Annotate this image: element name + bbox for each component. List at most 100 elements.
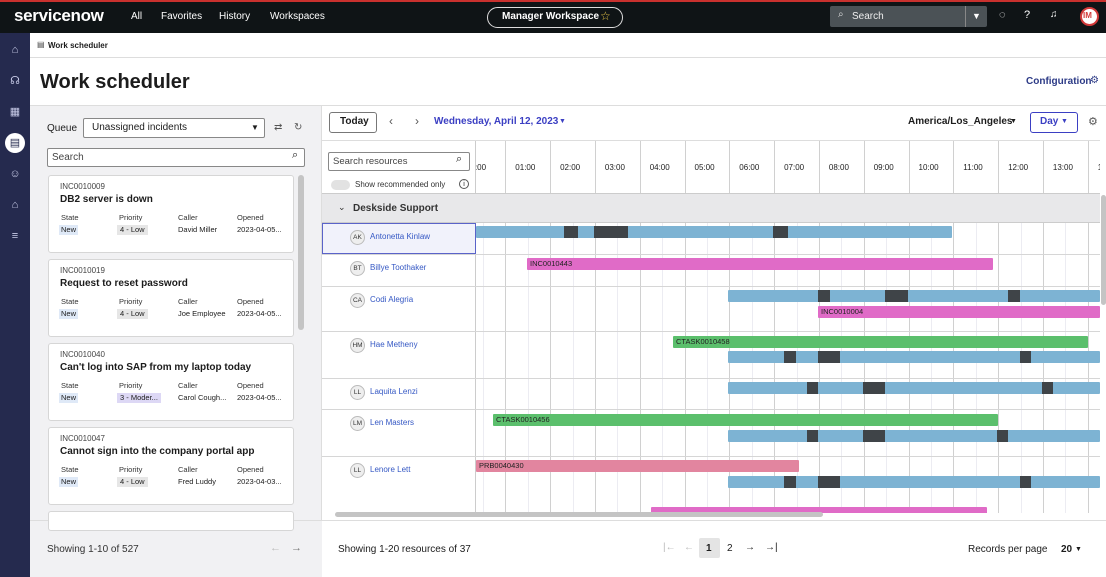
incident-card[interactable] — [48, 511, 294, 531]
view-button[interactable] — [1030, 112, 1078, 133]
date-picker[interactable]: Wednesday, April 12, 2023 — [434, 116, 559, 127]
current-page[interactable] — [699, 538, 720, 558]
busy-block — [818, 351, 840, 363]
incident-card[interactable]: INC0010009 DB2 server is down State New Prio… — [48, 175, 294, 253]
global-search[interactable] — [830, 6, 987, 27]
hour-label: 12:00 — [1008, 163, 1029, 172]
search-dropdown[interactable]: ▼ — [965, 6, 987, 27]
nav-item[interactable]: All — [131, 11, 143, 22]
incident-card[interactable]: INC0010040 Can't log into SAP from my lap… — [48, 343, 294, 421]
help-icon[interactable]: ? — [1024, 9, 1031, 21]
rail-icon[interactable]: ☊ — [10, 75, 20, 87]
field-label: Opened — [237, 297, 264, 306]
refresh-icon[interactable]: ↻ — [294, 122, 303, 133]
half-hour-line — [662, 194, 664, 513]
resource-name[interactable]: Codi Alegria — [370, 295, 414, 304]
prev-arrow[interactable]: ← — [270, 542, 281, 554]
bell-icon[interactable]: ♫ — [1050, 9, 1058, 20]
logo[interactable]: servicenow — [14, 6, 104, 25]
schedule-bar[interactable]: PRB0040430 — [476, 460, 799, 472]
field-label: State — [61, 297, 79, 306]
field-label: State — [61, 465, 79, 474]
hour-line — [863, 141, 865, 513]
schedule-bar[interactable] — [728, 382, 1100, 394]
nav-item[interactable]: Workspaces — [270, 11, 325, 22]
hour-line — [505, 141, 507, 513]
workspace-name: Manager Workspace — [502, 11, 600, 22]
prev-page[interactable]: ← — [684, 542, 694, 553]
hour-label: 10:00 — [918, 163, 939, 172]
next-arrow[interactable]: → — [291, 542, 302, 554]
incident-number: INC0010047 — [60, 434, 105, 443]
incident-title: Cannot sign into the company portal app — [60, 446, 255, 457]
incident-number: INC0010019 — [60, 266, 105, 275]
next-page[interactable]: → — [745, 542, 755, 553]
field-value: 2023-04-05... — [237, 393, 282, 402]
last-page[interactable]: →| — [765, 542, 778, 553]
resource-name[interactable]: Hae Metheny — [370, 340, 418, 349]
timezone-select[interactable]: America/Los_Angeles — [908, 116, 1013, 127]
schedule-bar[interactable]: CTASK0010458 — [673, 336, 1088, 348]
queue-count: Showing 1-10 of 527 — [47, 544, 139, 555]
field-value: New — [59, 393, 79, 403]
resource-name[interactable]: Billye Toothaker — [370, 263, 427, 272]
resource-search[interactable] — [328, 152, 470, 171]
busy-block — [997, 430, 1008, 442]
schedule-bar[interactable] — [651, 507, 987, 513]
queue-search-placeholder: Search — [52, 152, 84, 163]
avatar[interactable] — [1080, 7, 1099, 26]
incident-card[interactable]: INC0010019 Request to reset password State… — [48, 259, 294, 337]
nav-item[interactable]: Favorites — [161, 11, 203, 22]
rail-icon[interactable]: ≡ — [11, 230, 19, 242]
star-icon[interactable]: ☆ — [600, 9, 611, 23]
swap-icon[interactable]: ⇄ — [274, 122, 283, 133]
prev-day[interactable]: ‹ — [389, 114, 393, 128]
schedule-bar[interactable]: INC0010443 — [527, 258, 993, 270]
resource-name[interactable]: Lenore Lett — [370, 465, 411, 474]
field-value: Carol Cough... — [178, 393, 227, 402]
avatar-initials: IM — [1083, 11, 1092, 20]
rail-icon[interactable]: ⌂ — [11, 44, 19, 56]
queue-selected: Unassigned incidents — [92, 122, 188, 133]
row-divider — [322, 286, 1100, 287]
breadcrumb-tab[interactable]: Work scheduler — [48, 41, 108, 50]
incident-card[interactable]: INC0010047 Cannot sign into the company p… — [48, 427, 294, 505]
schedule-bar[interactable] — [728, 430, 1100, 442]
schedule-bar[interactable] — [476, 226, 952, 238]
resource-name[interactable]: Antonetta Kinlaw — [370, 232, 431, 241]
resource-avatar: HM — [350, 338, 365, 353]
busy-block — [807, 382, 818, 394]
rail-icon[interactable]: ▤ — [5, 133, 25, 153]
schedule-bar[interactable]: INC0010004 — [818, 306, 1100, 318]
queue-select[interactable] — [83, 118, 265, 138]
schedule-bar[interactable] — [728, 351, 1100, 363]
records-select[interactable]: 20 — [1061, 544, 1073, 555]
toggle[interactable] — [331, 180, 350, 190]
next-day[interactable]: › — [415, 114, 419, 128]
page-number[interactable]: 2 — [727, 543, 733, 554]
first-page[interactable]: |← — [663, 542, 676, 553]
schedule-bar[interactable]: CTASK0010456 — [493, 414, 998, 426]
hour-line — [684, 141, 686, 513]
hour-label: 0:00 — [476, 163, 487, 172]
resource-name[interactable]: Len Masters — [370, 418, 415, 427]
busy-block — [1020, 476, 1031, 488]
rail-icon[interactable]: ▦ — [9, 106, 21, 118]
incident-title: Request to reset password — [60, 278, 188, 289]
group-row[interactable] — [322, 194, 1100, 223]
nav-item[interactable]: History — [219, 11, 251, 22]
chat-icon[interactable]: ◌ — [999, 9, 1006, 21]
half-hour-line — [706, 194, 708, 513]
field-label: Opened — [237, 381, 264, 390]
today-button[interactable] — [329, 112, 377, 133]
configuration-link[interactable]: Configuration — [1026, 76, 1092, 87]
schedule-bar[interactable] — [728, 290, 1100, 302]
schedule-bar[interactable] — [728, 476, 1100, 488]
queue-search[interactable] — [47, 148, 305, 167]
resource-name[interactable]: Laquita Lenzi — [370, 387, 418, 396]
busy-block — [818, 290, 830, 302]
workspace-pill[interactable] — [487, 7, 623, 28]
rail-icon[interactable]: ☺ — [9, 168, 21, 180]
settings-icon[interactable]: ⚙ — [1088, 116, 1098, 128]
rail-icon[interactable]: ⌂ — [11, 199, 19, 211]
